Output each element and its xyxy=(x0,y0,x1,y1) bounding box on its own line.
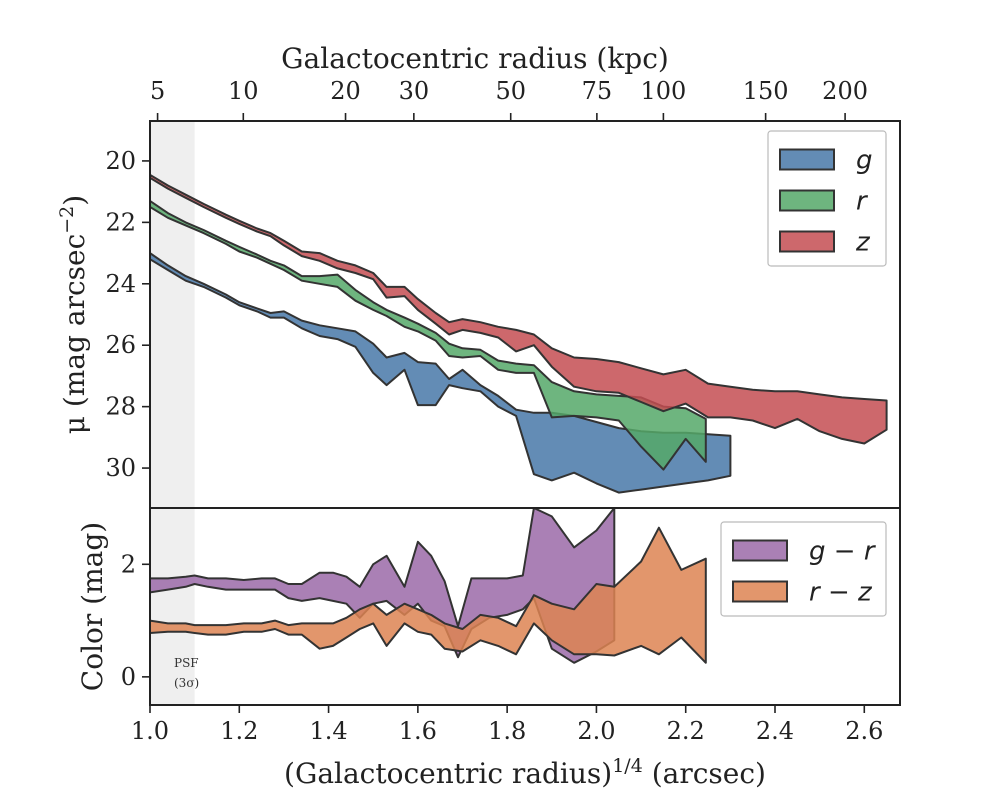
surface-brightness-bands xyxy=(150,173,888,494)
legend-label: g − r xyxy=(809,537,877,567)
y-tick-label: 30 xyxy=(105,454,136,482)
x-axis-label: (Galactocentric radius)1/4 (arcsec) xyxy=(284,755,766,790)
surface-brightness-panel: 20 22 24 26 28 30 5 10 20 30 50 75 100 150 200 grz xyxy=(105,77,901,509)
kpc-tick-label: 50 xyxy=(495,77,526,105)
kpc-tick-label: 5 xyxy=(150,77,165,105)
y-tick-label: 26 xyxy=(105,331,136,359)
psf-sigma-label: (3σ) xyxy=(174,676,199,690)
kpc-tick-label: 150 xyxy=(743,77,789,105)
band-1 xyxy=(150,252,732,494)
kpc-tick-label: 10 xyxy=(228,77,259,105)
legend-label: z xyxy=(855,228,871,258)
legend-label: r − z xyxy=(809,578,873,608)
y-tick-label: 24 xyxy=(105,270,136,298)
kpc-tick-label: 75 xyxy=(582,77,613,105)
legend-swatch xyxy=(732,539,788,562)
legend-label: g xyxy=(856,146,873,176)
psf-label: PSF xyxy=(174,656,199,670)
kpc-tick-label: 30 xyxy=(399,77,430,105)
x-tick-label: 1.6 xyxy=(399,717,437,745)
psf-band xyxy=(150,121,195,508)
color-panel: 02 1.0 1.2 1.4 1.6 1.8 2.0 2.2 2.4 2.6 g − rr − … xyxy=(121,507,901,745)
x-tick-label: 2.6 xyxy=(845,717,883,745)
x-tick-label: 1.0 xyxy=(131,717,169,745)
psf-band xyxy=(150,508,195,705)
band-3 xyxy=(150,173,888,445)
legend-swatch xyxy=(732,580,788,603)
legend-swatch xyxy=(779,148,835,171)
plot-frame xyxy=(149,507,901,706)
y-axis-ticks: 20 22 24 26 28 30 xyxy=(105,147,150,482)
x-tick-label: 2.4 xyxy=(756,717,794,745)
y-tick-label: 2 xyxy=(121,550,136,578)
kpc-axis-ticks: 5 10 20 30 50 75 100 150 200 xyxy=(150,77,868,121)
top-x-axis-label: Galactocentric radius (kpc) xyxy=(281,42,669,75)
x-tick-label: 1.4 xyxy=(309,717,347,745)
bottom-y-axis-label: Color (mag) xyxy=(76,522,109,691)
y-tick-label: 28 xyxy=(105,393,136,421)
top-y-axis-label: μ (mag arcsec−2) xyxy=(56,195,91,434)
kpc-tick-label: 100 xyxy=(640,77,686,105)
band-2 xyxy=(150,526,707,664)
x-tick-label: 2.0 xyxy=(577,717,615,745)
legend: g − r r − z xyxy=(720,521,887,617)
band-2 xyxy=(150,199,707,471)
x-tick-label: 1.8 xyxy=(488,717,526,745)
color-bands xyxy=(150,508,707,664)
kpc-tick-label: 200 xyxy=(822,77,868,105)
y-axis-ticks: 02 xyxy=(121,550,150,691)
legend-swatch xyxy=(779,189,835,212)
legend-label: r xyxy=(856,187,869,217)
y-tick-label: 20 xyxy=(105,147,136,175)
y-tick-label: 0 xyxy=(121,663,136,691)
x-axis-ticks: 1.0 1.2 1.4 1.6 1.8 2.0 2.2 2.4 2.6 xyxy=(131,705,883,745)
legend: grz xyxy=(767,130,887,267)
y-tick-label: 22 xyxy=(105,208,136,236)
x-tick-label: 2.2 xyxy=(667,717,705,745)
x-tick-label: 1.2 xyxy=(220,717,258,745)
legend-swatch xyxy=(779,230,835,253)
kpc-tick-label: 20 xyxy=(330,77,361,105)
